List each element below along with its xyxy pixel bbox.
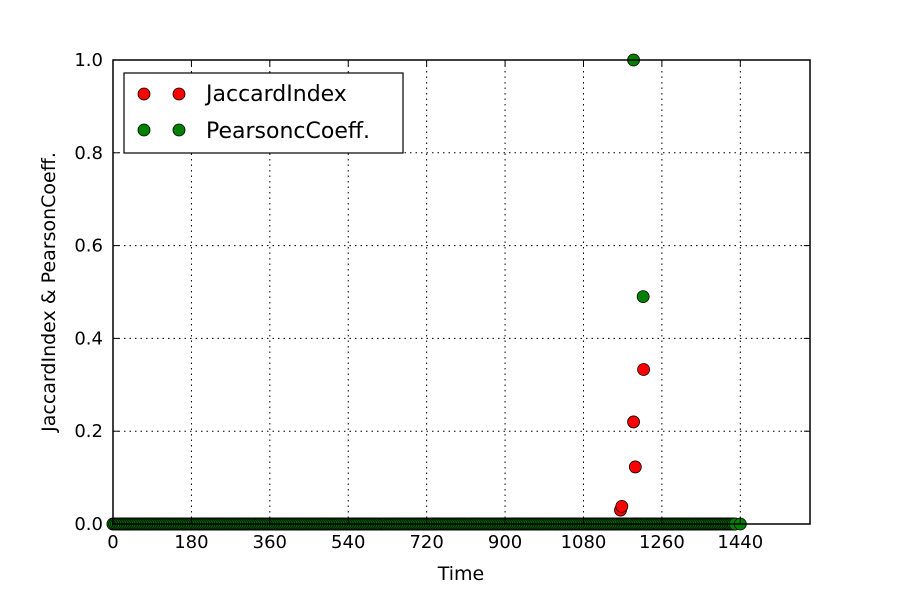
axis-ticks [112,59,810,525]
x-tick-label: 180 [174,532,208,553]
jaccard-point [637,363,650,376]
x-tick-labels: 0 180 360 540 720 900 1080 1260 1440 [107,532,763,553]
y-tick-label: 0.0 [74,514,103,535]
legend-box [123,72,404,154]
x-tick-label: 0 [107,532,118,553]
pearson-point [636,290,650,304]
jaccard-point [627,415,640,429]
x-tick-label: 1080 [561,532,607,553]
y-tick-label: 0.2 [74,421,103,442]
y-tick-label: 0.4 [74,328,103,349]
x-tick-label: 720 [409,532,443,553]
legend-marker-jaccard [172,87,186,101]
legend-label-jaccard: JaccardIndex [204,82,347,107]
y-tick-label: 0.6 [74,236,103,257]
legend-marker-jaccard [137,87,151,101]
x-tick-label: 540 [331,532,365,553]
y-tick-labels: 0.0 0.2 0.4 0.6 0.8 1.0 [74,50,103,535]
y-axis-label: JaccardIndex & PearsonCoeff. [38,152,60,433]
data-points [614,53,747,531]
x-tick-label: 1440 [717,532,763,553]
y-tick-label: 0.8 [74,143,103,164]
x-tick-label: 900 [488,532,522,553]
plot-frame [112,59,811,525]
legend-marker-pearson [172,123,186,137]
legend-label-pearson: PearsoncCoeff. [206,119,370,144]
legend-marker-pearson [137,123,151,137]
y-tick-label: 1.0 [74,50,103,71]
jaccard-point [615,499,629,513]
x-tick-label: 1260 [639,532,685,553]
jaccard-point [628,460,642,474]
x-tick-label: 360 [253,532,287,553]
legend: JaccardIndex PearsoncCoeff. [123,72,404,154]
x-axis-label: Time [437,563,485,585]
